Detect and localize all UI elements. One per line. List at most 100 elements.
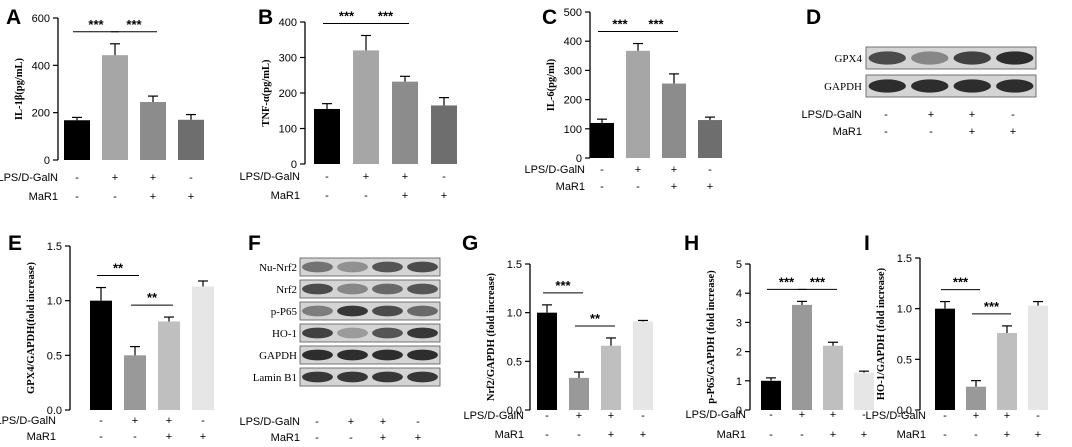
treatment-label: LPS/D-GalN <box>865 410 926 422</box>
treatment-sign: - <box>416 416 420 428</box>
bar <box>590 122 614 158</box>
treatment-sign: + <box>928 109 934 121</box>
significance-label: *** <box>378 8 394 23</box>
treatment-sign: + <box>608 429 614 441</box>
panel-letter-g: G <box>462 232 478 255</box>
treatment-sign: - <box>442 171 446 183</box>
blot-band <box>302 283 333 295</box>
y-tick-label: 200 <box>32 108 50 120</box>
treatment-sign: + <box>402 190 408 202</box>
y-tick-label: 500 <box>564 7 582 19</box>
treatment-sign: - <box>636 181 640 193</box>
blot-band <box>337 349 368 361</box>
y-axis-label: TNF-α(pg/mL) <box>261 59 272 127</box>
treatment-sign: - <box>75 172 79 184</box>
y-tick-label: 0.0 <box>897 405 912 417</box>
y-tick-label: 400 <box>279 17 297 29</box>
bar <box>662 83 686 158</box>
significance-label: *** <box>953 275 969 290</box>
treatment-sign: - <box>884 126 888 138</box>
treatment-sign: + <box>415 432 421 444</box>
y-tick-label: 0 <box>736 405 742 417</box>
treatment-sign: - <box>189 172 193 184</box>
blot-band <box>302 261 333 273</box>
significance-label: ** <box>590 311 601 326</box>
treatment-label: LPS/D-GalN <box>0 415 56 427</box>
treatment-sign: - <box>929 126 933 138</box>
y-tick-label: 0.0 <box>47 405 62 417</box>
y-axis-label: Nrf2/GAPDH (fold increase) <box>486 272 497 401</box>
treatment-sign: - <box>769 429 773 441</box>
y-tick-label: 0 <box>291 159 297 171</box>
treatment-sign: - <box>1036 410 1040 422</box>
bar <box>792 304 812 410</box>
bar <box>178 119 204 160</box>
blot-band <box>302 305 333 317</box>
blot-band <box>372 283 403 295</box>
blot-strip <box>299 367 441 387</box>
treatment-label: LPS/D-GalN <box>685 409 746 421</box>
treatment-sign: + <box>188 191 194 203</box>
bar <box>90 300 112 410</box>
blot-band <box>407 261 438 273</box>
y-tick-label: 1.5 <box>507 259 522 271</box>
blot-band-label: GAPDH <box>824 81 862 93</box>
blot-band-label: Nrf2 <box>276 284 297 296</box>
bar <box>192 286 214 410</box>
treatment-sign: + <box>707 181 713 193</box>
treatment-sign: - <box>769 409 773 421</box>
bar <box>431 105 457 164</box>
panel-letter-a: A <box>6 6 21 29</box>
significance-label: *** <box>339 8 355 23</box>
treatment-sign: + <box>635 164 641 176</box>
treatment-sign: - <box>201 415 205 427</box>
y-tick-label: 0.5 <box>897 354 912 366</box>
y-axis-label: p-P65/GAPDH (fold increase) <box>706 270 717 404</box>
significance-label: *** <box>984 299 1000 314</box>
blot-strip <box>299 257 441 277</box>
treatment-sign: - <box>641 410 645 422</box>
treatment-sign: - <box>1011 109 1015 121</box>
treatment-label: MaR1 <box>271 190 300 202</box>
significance-label: ** <box>147 290 158 305</box>
treatment-sign: + <box>380 432 386 444</box>
y-tick-label: 1.5 <box>47 241 62 253</box>
treatment-sign: + <box>132 415 138 427</box>
blot-band <box>953 51 991 65</box>
blot-strip <box>299 301 441 321</box>
blot-strip <box>299 323 441 343</box>
treatment-label: MaR1 <box>271 432 300 444</box>
y-tick-label: 200 <box>564 95 582 107</box>
blot-band <box>302 371 333 383</box>
treatment-sign: - <box>800 429 804 441</box>
treatment-label: MaR1 <box>495 429 524 441</box>
blot-band <box>337 261 368 273</box>
treatment-sign: + <box>969 109 975 121</box>
y-tick-label: 200 <box>279 88 297 100</box>
treatment-sign: - <box>364 190 368 202</box>
blot-band <box>337 327 368 339</box>
bar <box>353 50 379 164</box>
bar <box>823 345 843 410</box>
treatment-sign: + <box>640 429 646 441</box>
bar <box>537 312 557 410</box>
y-tick-label: 3 <box>736 317 742 329</box>
treatment-sign: - <box>545 429 549 441</box>
y-tick-label: 0.0 <box>507 405 522 417</box>
bar <box>569 377 589 410</box>
bar <box>935 308 955 410</box>
blot-band <box>302 349 333 361</box>
bar <box>633 321 653 410</box>
blot-band <box>911 51 949 65</box>
treatment-sign: + <box>441 190 447 202</box>
blot-strip <box>299 279 441 299</box>
y-tick-label: 300 <box>564 65 582 77</box>
blot-band-label: HO-1 <box>272 328 297 340</box>
bar <box>761 380 781 410</box>
treatment-sign: - <box>325 171 329 183</box>
significance-label: *** <box>810 274 826 289</box>
treatment-sign: + <box>830 409 836 421</box>
significance-label: *** <box>612 17 628 32</box>
treatment-sign: + <box>200 431 206 443</box>
